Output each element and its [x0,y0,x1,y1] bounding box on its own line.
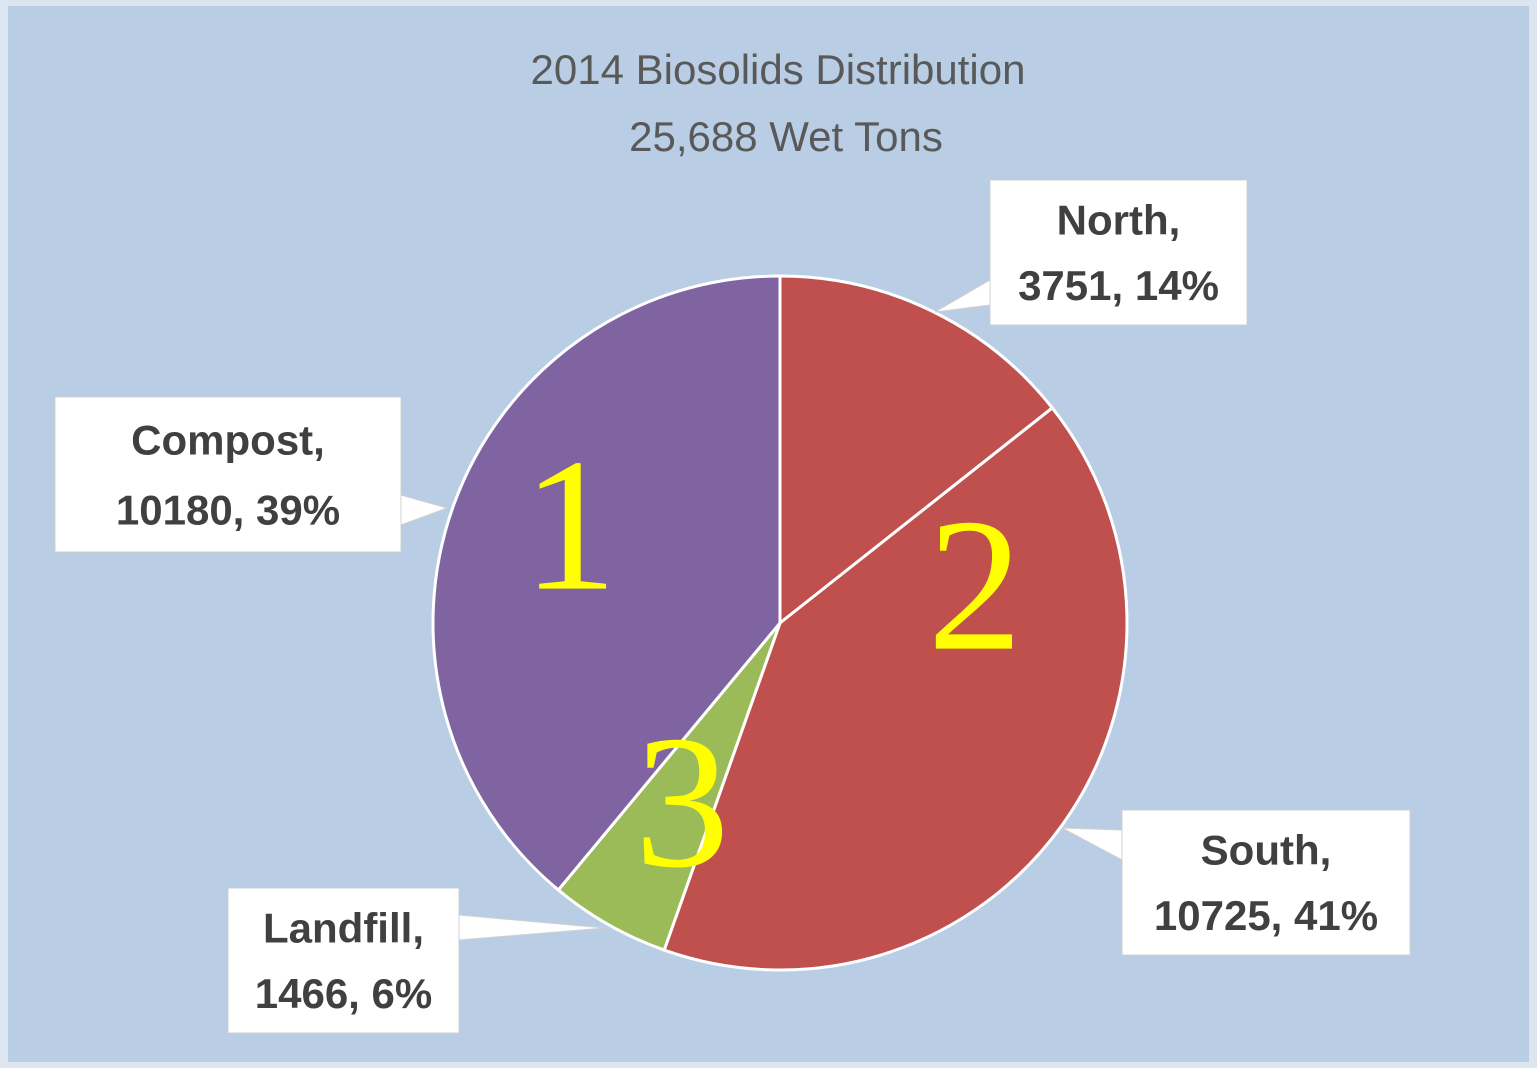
callout-box [227,887,460,1034]
annotation: 1 [523,421,618,631]
callout-box [989,179,1248,326]
chart-title: 2014 Biosolids Distribution [531,46,1026,93]
data-label: 3751, 14% [1018,262,1219,309]
pie-slice [778,274,1055,627]
category-label: Compost, [131,417,325,464]
data-label: 1466, 6% [255,970,432,1017]
category-label: North, [1057,197,1181,244]
annotation: 2 [928,481,1023,691]
chart-subtitle: 25,688 Wet Tons [629,113,943,160]
data-label: 10725, 41% [1154,892,1378,939]
callout-box [54,396,402,553]
data-label: 10180, 39% [116,486,340,533]
pie-slice [662,405,1129,972]
pie-slice [431,274,782,893]
category-label: Landfill, [263,905,424,952]
category-label: South, [1201,827,1332,874]
callout-box [1121,809,1411,956]
annotation: 3 [635,698,730,908]
